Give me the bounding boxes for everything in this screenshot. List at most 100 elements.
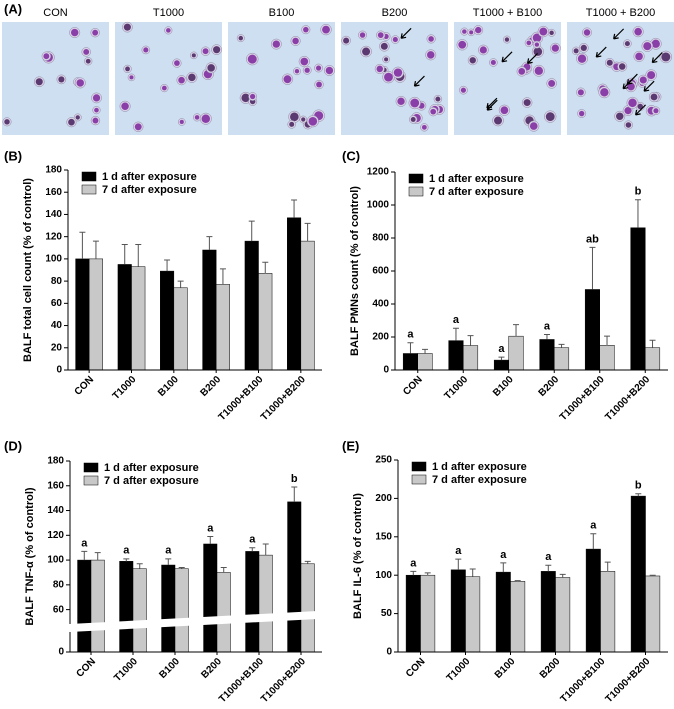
error-bar [165,558,172,566]
x-tick-label: T1000 [112,656,140,684]
error-bar [424,572,431,576]
bar [630,227,646,371]
error-bar [500,562,507,573]
bar [119,561,134,653]
bar [539,339,555,371]
x-tick-label: T1000+B100 [558,374,607,423]
cell-nucleus [625,122,632,128]
error-bar [513,324,520,337]
significance-label: a [407,329,414,341]
cell-nucleus [4,119,10,125]
arrow [400,27,412,39]
panel-label: (C) [342,148,360,163]
y-tick-label: 0 [56,365,62,376]
error-bar [94,552,101,561]
error-bar [469,568,476,577]
y-tick-label: 160 [45,187,62,198]
micrograph [228,22,335,135]
bar [495,571,511,653]
error-bar [123,558,130,562]
bar [450,569,466,653]
bar [88,258,103,371]
significance-label: a [165,545,172,557]
bar [402,353,419,371]
bar [203,543,218,653]
legend-label: 7 d after exposure [102,184,197,196]
cell-nucleus [577,89,584,96]
y-tick-label: 180 [45,165,62,176]
cell-nucleus [494,116,503,125]
significance-label: a [453,314,460,326]
legend-swatch [411,474,427,485]
image-background [2,22,109,135]
bar [173,287,188,371]
error-bar [135,243,142,267]
error-bar [649,339,656,348]
y-tick-label: 60 [51,298,63,309]
y-tick-label: 100 [375,570,392,581]
x-tick-label: T1000+B200 [603,374,652,423]
bar [645,347,661,371]
bar [132,568,147,653]
cell-nucleus [580,44,587,51]
cell-nucleus [362,47,371,56]
image-label: T1000 + B200 [586,7,655,19]
y-tick-label: 100 [45,254,62,265]
cell-nucleus [207,64,215,72]
error-bar [422,348,429,354]
significance-label: a [207,522,214,534]
error-bar [248,220,255,242]
cell-nucleus [75,115,80,120]
cell-nucleus [637,103,643,110]
error-bar [635,493,642,497]
cell-nucleus [241,93,250,103]
bar [300,563,315,653]
axis-break [62,610,322,633]
cell-nucleus [68,118,75,126]
legend-swatch [411,461,427,472]
cell-nucleus [533,47,543,56]
y-tick-label: 60 [53,604,65,615]
error-bar [634,199,641,228]
x-tick-label: CON [404,656,428,680]
y-tick-label: 1000 [367,200,390,211]
error-bar [92,240,99,259]
significance-label: b [635,186,642,198]
cell-nucleus [359,32,366,38]
cell-nucleus [188,73,196,82]
bar [160,270,175,371]
cell-nucleus [129,75,134,80]
error-bar [206,236,213,250]
bar [287,217,302,371]
error-bar [410,570,417,576]
cell-nucleus [283,75,292,84]
cell-nucleus [518,68,526,75]
micrograph [454,22,561,135]
x-tick-label: B100 [493,656,518,681]
significance-label: a [81,537,88,549]
error-bar [164,259,171,272]
bar [405,574,421,653]
y-tick-label: 180 [47,456,64,467]
bar [645,575,661,653]
cell-nucleus [650,93,658,101]
cell-nucleus [410,98,420,108]
y-tick-label: 150 [375,531,392,542]
legend-label: 1 d after exposure [429,173,524,185]
cell-nucleus [304,67,310,73]
error-bar [467,335,474,346]
significance-label: b [635,480,642,492]
x-tick-label: T1000+B100 [559,656,608,705]
bar [244,240,259,371]
cell-nucleus [292,37,299,45]
cell-nucleus [92,29,99,36]
error-bar [262,543,269,556]
bar [417,353,433,371]
cell-nucleus [577,54,587,63]
cell-nucleus [618,63,626,70]
legend-label: 1 d after exposure [104,462,199,474]
cell-nucleus [178,76,185,84]
arrow [622,78,634,90]
cell-nucleus [639,76,647,84]
